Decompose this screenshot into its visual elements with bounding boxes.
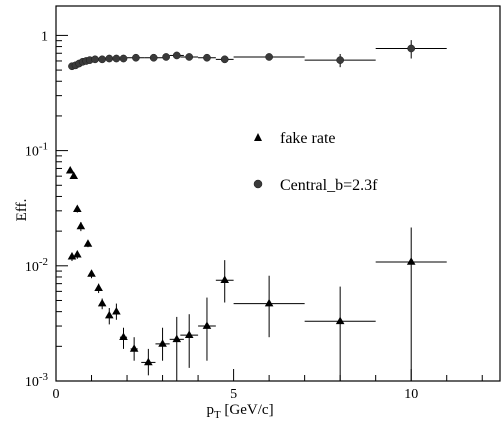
series-fake-rate [65,165,447,381]
data-point-circle [265,53,273,61]
data-point-triangle [73,249,82,258]
data-point-circle [149,53,158,62]
frame [55,5,501,382]
data-point-triangle [202,321,212,329]
data-point-triangle [184,330,194,339]
data-point-triangle [158,339,167,347]
data-point-triangle [83,239,93,247]
data-point-circle [185,53,194,61]
tick-labels: 0 5 10 1 10-1 10-2 10-3 [25,29,418,402]
data-point-triangle [112,306,121,315]
legend: fake rate Central_b=2.3f [253,130,378,194]
data-point-triangle [220,275,230,284]
data-point-circle [91,55,99,64]
data-point-circle [105,54,114,63]
data-point-triangle [94,283,103,291]
legend-label-central: Central_b=2.3f [280,177,378,194]
legend-label-fake-rate: fake rate [280,130,336,147]
data-point-triangle [73,204,82,213]
y-tick-label: 10-1 [25,141,48,160]
data-points [65,40,447,381]
data-point-circle [203,53,211,62]
x-tick-label: 0 [53,387,60,402]
data-point-circle [407,44,416,53]
data-point-circle [336,56,345,64]
data-point-triangle [172,334,182,343]
data-point-triangle [335,316,345,325]
data-point-circle [112,54,121,63]
data-point-triangle [97,298,107,307]
x-axis-title-main: p [206,402,214,418]
legend-circle-marker [253,179,263,189]
plot-frame [55,5,501,382]
data-point-circle [172,51,181,60]
data-point-triangle [65,165,75,174]
data-point-triangle [69,171,79,180]
x-axis-title: pT [GeV/c] [206,402,273,421]
legend-triangle-marker [254,133,262,141]
data-point-circle [162,53,170,61]
data-point-triangle [67,252,77,260]
data-point-triangle [264,298,274,307]
y-tick-label: 10-2 [25,256,48,275]
data-point-triangle [76,221,86,230]
y-tick-label: 10-3 [25,371,49,390]
data-point-circle [98,55,107,64]
data-point-triangle [144,357,153,366]
data-point-circle [220,55,229,64]
series-central-b [68,40,447,71]
y-tick-label: 1 [41,29,48,44]
y-axis-title: Eff. [14,199,30,222]
x-tick-label: 10 [404,387,418,402]
data-point-triangle [104,310,114,319]
data-point-circle [119,54,128,63]
x-tick-label: 5 [230,387,237,402]
x-axis-title-unit: [GeV/c] [221,402,274,418]
data-point-triangle [406,257,416,265]
data-point-triangle [119,332,128,341]
data-point-triangle [87,269,96,277]
data-point-triangle [129,344,139,352]
data-point-circle [132,53,140,62]
x-axis-title-sub: T [214,409,221,421]
